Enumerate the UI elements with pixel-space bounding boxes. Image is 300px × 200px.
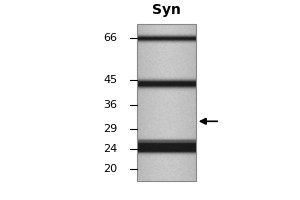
Text: 24: 24 <box>103 144 118 154</box>
Text: Syn: Syn <box>152 3 181 17</box>
Bar <box>136 24 196 181</box>
Text: 66: 66 <box>103 33 118 43</box>
Text: 45: 45 <box>103 75 118 85</box>
Text: 20: 20 <box>103 164 118 174</box>
Text: 36: 36 <box>103 100 118 110</box>
Text: 29: 29 <box>103 124 118 134</box>
